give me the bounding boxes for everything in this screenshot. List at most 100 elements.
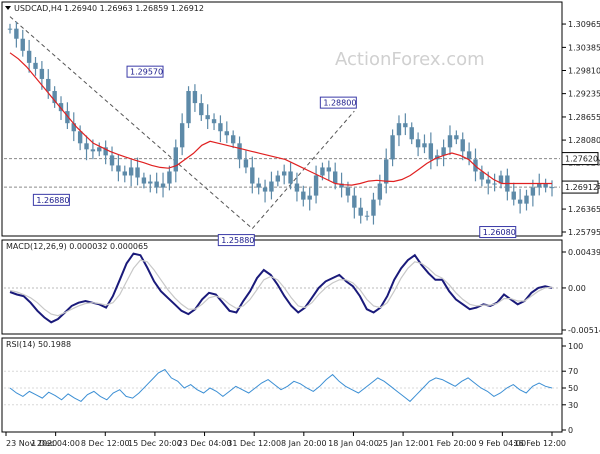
candle-body: [46, 78, 51, 92]
rsi-y-tick-label: 0: [568, 426, 573, 435]
candle-body: [262, 187, 268, 192]
rsi-line: [9, 368, 553, 403]
candle-body: [211, 119, 217, 124]
x-tick-label: 8 Dec 12:00: [81, 439, 130, 448]
candle-body: [428, 143, 434, 160]
level-label-box: [561, 180, 599, 194]
candle-body: [243, 159, 249, 168]
candle-body: [543, 183, 548, 188]
candle-body: [77, 131, 83, 144]
pivot-label: 1.28800: [319, 96, 357, 109]
x-tick-label: 18 Jan 04:00: [328, 439, 379, 448]
rsi-y-tick-label: 100: [568, 342, 583, 351]
x-tick-label: 1 Feb 20:00: [429, 439, 476, 448]
candle-body: [364, 215, 370, 217]
price-y-tick-label: 1.28655: [568, 113, 600, 122]
price-y-tick-label: 1.30965: [568, 20, 600, 29]
rsi-y-tick-label: 30: [568, 401, 578, 410]
candle-body: [218, 123, 223, 132]
candle-body: [466, 151, 472, 160]
candle-body: [58, 103, 64, 112]
candle-body: [141, 177, 147, 184]
candle-body: [224, 131, 229, 136]
pivot-label: 1.26880: [32, 193, 70, 206]
ma-line: [9, 52, 552, 186]
candle-body: [441, 147, 446, 156]
candle-body: [205, 115, 210, 120]
candle-body: [39, 68, 45, 79]
pivot-label: 1.25880: [217, 234, 255, 247]
x-tick-label: 23 Nov 2020: [6, 439, 57, 448]
price-y-tick-label: 1.29810: [568, 67, 600, 76]
candle-body: [26, 50, 32, 63]
x-tick-label: 31 Dec 12:00: [227, 439, 281, 448]
candle-body: [65, 111, 70, 124]
rsi-panel-frame: [1, 337, 563, 433]
candle-body: [447, 135, 453, 148]
candle-body: [148, 181, 153, 184]
signal-line: [9, 259, 553, 317]
candle-body: [498, 175, 504, 184]
candle-body: [275, 175, 281, 182]
pivot-label: 1.29570: [126, 65, 164, 78]
candle-body: [460, 139, 465, 152]
candle-body: [256, 183, 261, 188]
candle-body: [167, 171, 172, 184]
candle-body: [486, 179, 491, 184]
candle-body: [116, 165, 121, 172]
x-tick-label: 1 Dec 04:00: [31, 439, 80, 448]
price-layer: 1.30965 1.30385 1.29810 1.29235 1.28655 1.280…: [4, 6, 600, 247]
x-tick-label: 16 Feb 12:00: [514, 439, 566, 448]
candle-body: [371, 199, 376, 216]
level-label-text: 1.27620: [565, 155, 598, 164]
candle-body: [33, 62, 38, 69]
candle-body: [313, 175, 319, 196]
macd-panel-frame: [1, 239, 563, 335]
candle-body: [524, 195, 529, 204]
candle-body: [84, 143, 89, 150]
x-tick-label: 15 Dec 20:00: [128, 439, 182, 448]
price-y-tick-label: 1.25795: [568, 228, 600, 237]
macd-y-tick-label: -0.005144: [568, 326, 600, 335]
pivot-box-rect: [32, 193, 70, 206]
candle-body: [301, 191, 306, 200]
candle-body: [179, 123, 185, 148]
candle-body: [109, 155, 115, 166]
candle-body: [377, 183, 383, 200]
pivot-box-text: 1.26880: [36, 196, 69, 205]
candle-body: [250, 167, 255, 184]
level-label: 1.27620: [561, 152, 599, 166]
x-tick-label: 9 Feb 04:00: [479, 439, 526, 448]
pivot-box-text: 1.29570: [130, 68, 163, 77]
dropdown-icon: [5, 6, 11, 10]
candle-body: [97, 147, 102, 152]
candle-body: [122, 171, 127, 176]
candle-body: [14, 28, 19, 39]
price-y-tick-label: 1.26365: [568, 205, 600, 214]
level-label-box: [561, 152, 599, 166]
candle-body: [307, 195, 312, 200]
pivot-box-text: 1.28800: [323, 99, 356, 108]
price-header-ohlc: 1.26940 1.26963 1.26859 1.26912: [64, 4, 204, 13]
pivot-label: 1.26080: [479, 226, 517, 239]
candle-body: [403, 123, 408, 128]
macd-layer: 0.004396 0.00 -0.005144: [4, 248, 600, 335]
rsi-y-tick-label: 70: [568, 367, 578, 376]
trend-line: [251, 110, 355, 229]
watermark: ActionForex.com: [335, 49, 485, 70]
candle-body: [294, 183, 300, 192]
candle-body: [345, 187, 351, 196]
candle-body: [396, 123, 402, 136]
candle-body: [384, 159, 389, 184]
x-tick-label: 8 Jan 20:00: [281, 439, 327, 448]
candle-body: [390, 135, 395, 160]
candle-body: [237, 143, 242, 160]
x-tick-label: 23 Dec 04:00: [178, 439, 232, 448]
candle-body: [479, 171, 485, 180]
candle-body: [517, 199, 523, 204]
candle-body: [269, 181, 274, 192]
candle-body: [549, 187, 555, 189]
